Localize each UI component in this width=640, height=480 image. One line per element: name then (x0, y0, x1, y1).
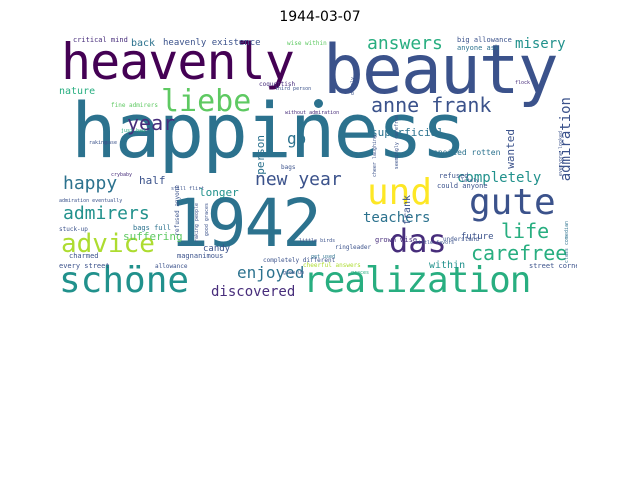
word-grown-wise: grown wise (375, 236, 418, 244)
word-graces: graces (351, 270, 370, 276)
word-allowance: allowance (155, 263, 188, 270)
word-heavenly-existence: heavenly existence (163, 38, 261, 48)
word-year: year (127, 111, 176, 135)
word-raking: raking (89, 140, 108, 146)
word-refused: refused (439, 172, 469, 180)
word-completely: completely (457, 170, 542, 186)
word-everyone-looked: everyone looked (558, 131, 564, 177)
word-magnanimous: magnanimous (177, 252, 224, 260)
word-heavenly: heavenly (61, 35, 295, 91)
word-superficial: superficial (371, 126, 444, 139)
word-charmed: charmed (69, 252, 99, 260)
word-admiration-eventually: admiration eventually (59, 198, 123, 204)
word-grow-up: grow up (283, 270, 305, 276)
word-understand: understand (443, 236, 480, 243)
word-could-anyone: could anyone (437, 182, 488, 190)
word-nature: nature (59, 86, 96, 97)
word-completely-different: completely different (263, 257, 336, 264)
word-anyone-ask: anyone ask (457, 44, 500, 52)
word-frank: frank (402, 195, 413, 226)
word-new-year: new year (255, 169, 342, 190)
word-stuck-up: stuck-up (59, 226, 88, 233)
word-happy: happy (63, 173, 118, 194)
word-cheerful-answers: cheerful answers (303, 262, 361, 269)
word-wise-within: wise within (287, 40, 327, 47)
word-every-street: every street (59, 262, 110, 270)
word-schone: schöne (59, 260, 190, 300)
word-bags-full: bags full (133, 224, 171, 232)
word-candy: candy (203, 244, 231, 254)
word-suffering: suffering (123, 230, 183, 243)
word-within: within (429, 260, 466, 271)
word-little-birds: little birds (299, 238, 336, 244)
word-flock: flock (515, 80, 531, 86)
word-spoiled-rotten: spoiled rotten (433, 148, 501, 157)
word-raking-people: raking people (194, 203, 200, 243)
word-bags: bags (281, 164, 296, 171)
word-good-graces: good graces (204, 203, 210, 237)
word-happiness: happiness (71, 86, 467, 175)
word-third-person: third person (275, 86, 312, 92)
word-seemingly-carefree: seemingly carefree (394, 115, 400, 170)
word-wanted: wanted (504, 129, 517, 169)
word-little-favors: little favors (415, 240, 455, 246)
word-without-admiration: without admiration (285, 110, 340, 116)
word-longer: longer (199, 186, 239, 199)
word-fine-admirers: fine admirers (111, 102, 158, 109)
word-coquettish: coquettish (259, 81, 296, 88)
word-enjoyed: enjoyed (237, 263, 305, 282)
word-back: back (131, 38, 156, 49)
word-person: person (254, 135, 267, 175)
word-discovered: discovered (211, 284, 296, 300)
word-advice: advice (61, 229, 155, 259)
word-street-corner: street corner (529, 262, 577, 270)
word-crybaby: crybaby (111, 172, 133, 178)
word-class-comedian: class comedian (564, 221, 570, 264)
word-go: go (287, 129, 307, 148)
word-deeply: deeply (350, 77, 356, 96)
word-future: future (461, 232, 494, 242)
word-gute: gute (469, 182, 556, 223)
word-carefree: carefree (471, 241, 568, 265)
word-get-used: get used (311, 254, 336, 260)
word-big-allowance: big allowance (457, 36, 512, 44)
word-critical-mind: critical mind (73, 36, 128, 44)
word-admirers: admirers (63, 203, 150, 224)
word-still-flirt: still flirt (171, 186, 205, 192)
word-cloud: happiness beauty heavenly 1942 schöne re… (59, 35, 577, 300)
word-anne-frank: anne frank (371, 93, 492, 117)
dot-mark (314, 99, 323, 108)
word-misery: misery (515, 36, 566, 52)
word-1942: 1942 (169, 185, 322, 262)
word-teachers: teachers (363, 210, 431, 226)
word-life: life (501, 219, 550, 243)
word-half: half (139, 174, 166, 187)
word-refused-anyone: refused anyone (174, 185, 181, 236)
word-answers: answers (367, 35, 443, 54)
word-just-had: just had (121, 128, 146, 134)
word-beauty: beauty (323, 35, 559, 110)
word-lately: lately (461, 178, 480, 184)
chart-title: 1944-03-07 (279, 9, 361, 25)
word-ringleader: ringleader (335, 244, 372, 251)
word-realization: realization (303, 260, 531, 300)
word-das: das (389, 222, 447, 260)
word-und: und (367, 172, 433, 213)
word-ease: ease (105, 140, 118, 146)
word-cheer-laughing: cheer laughing (372, 135, 378, 178)
word-liebe: liebe (161, 84, 252, 119)
